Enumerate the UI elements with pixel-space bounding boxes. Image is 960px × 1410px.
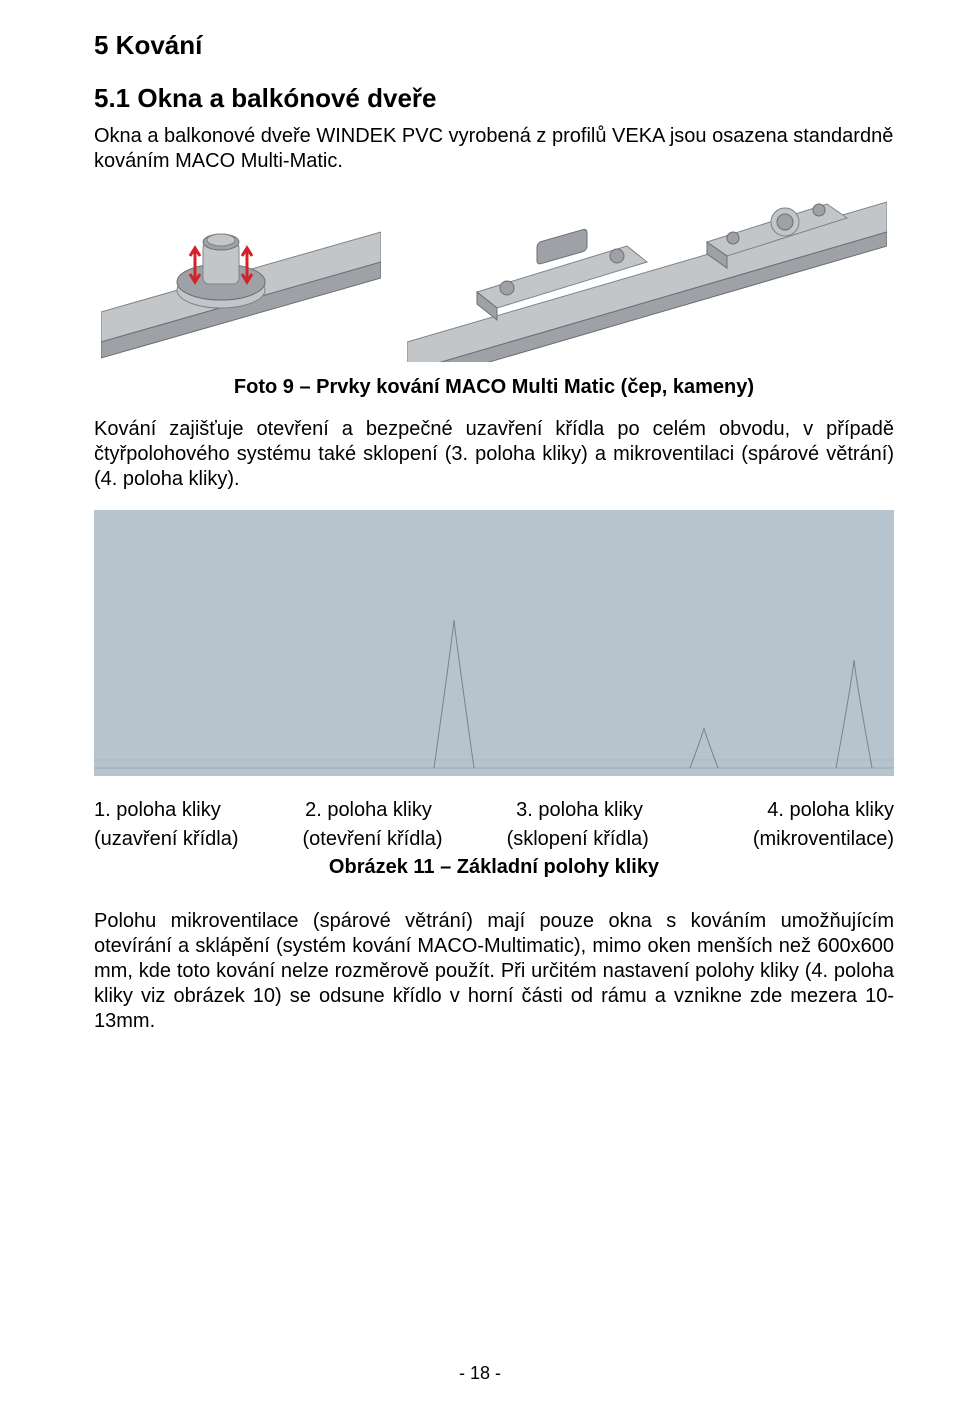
handle-3-sub: (sklopení křídla) (507, 827, 649, 852)
handle-2-label: 2. poloha kliky (305, 798, 432, 823)
handle-2-sub: (otevření křídla) (303, 827, 443, 852)
handle-4-sub: (mikroventilace) (753, 827, 894, 852)
section-heading: 5 Kování (94, 30, 894, 61)
body-paragraph-3: Polohu mikroventilace (spárové větrání) … (94, 909, 894, 1034)
subsection-heading: 5.1 Okna a balkónové dveře (94, 83, 894, 114)
handle-4-label: 4. poloha kliky (767, 798, 894, 823)
document-page: 5 Kování 5.1 Okna a balkónové dveře Okna… (0, 0, 960, 1410)
intro-paragraph: Okna a balkonové dveře WINDEK PVC vyrobe… (94, 124, 894, 174)
page-number: - 18 - (0, 1363, 960, 1384)
handle-labels-row-1: 1. poloha kliky 2. poloha kliky 3. poloh… (94, 798, 894, 823)
body-paragraph-2: Kování zajišťuje otevření a bezpečné uza… (94, 417, 894, 492)
handle-positions-diagram (94, 510, 894, 776)
figure-11-caption: Obrázek 11 – Základní polohy kliky (94, 856, 894, 879)
handle-labels-row-2: (uzavření křídla) (otevření křídla) (skl… (94, 827, 894, 852)
figure-9-right (407, 192, 887, 362)
figure-9-left (101, 192, 381, 362)
figure-9-row (94, 192, 894, 362)
hardware-cam-icon (101, 192, 381, 362)
hardware-keepers-icon (407, 192, 887, 362)
figure-11-bluebox (94, 510, 894, 776)
handle-1-sub: (uzavření křídla) (94, 827, 239, 852)
handle-1-label: 1. poloha kliky (94, 798, 221, 823)
figure-9-caption: Foto 9 – Prvky kování MACO Multi Matic (… (94, 376, 894, 399)
handle-3-label: 3. poloha kliky (516, 798, 643, 823)
